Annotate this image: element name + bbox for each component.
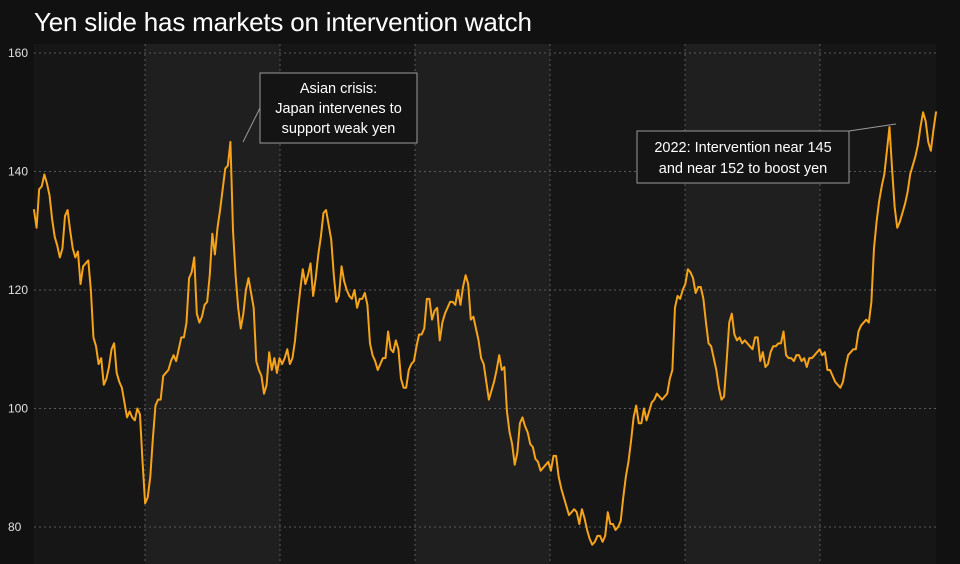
annotations: Asian crisis: Japan intervenes to support … (242, 72, 897, 184)
y-tick-label: 100 (8, 402, 28, 416)
annotation-box (259, 72, 418, 144)
annotation-text-line: support weak yen (282, 121, 396, 137)
annotation-leader-line (242, 107, 261, 143)
series-line-usdjpy (33, 111, 937, 546)
y-tick-label: 80 (8, 520, 22, 534)
annotation-text-line: 2022: Intervention near 145 (654, 140, 831, 156)
chart-title: Yen slide has markets on intervention wa… (34, 7, 532, 37)
plot-band (145, 44, 280, 564)
plot-band (34, 44, 145, 564)
plot-bands (34, 44, 936, 564)
plot-band (415, 44, 550, 564)
annotation-leader-line (848, 123, 897, 132)
plot-band (685, 44, 820, 564)
y-tick-label: 140 (8, 165, 28, 179)
series-layer (33, 111, 937, 546)
plot-band (550, 44, 685, 564)
annotation-text-line: Asian crisis: (300, 81, 377, 97)
y-axis: 80 100 120 140 160 (8, 46, 28, 534)
annotation-text-line: and near 152 to boost yen (659, 161, 828, 177)
y-tick-label: 160 (8, 46, 28, 60)
annotation-box (636, 130, 850, 184)
annotation-callout: 2022: Intervention near 145 and near 152 … (636, 123, 897, 184)
plot-band (820, 44, 936, 564)
annotation-callout: Asian crisis: Japan intervenes to support … (242, 72, 418, 144)
annotation-text-line: Japan intervenes to (275, 101, 402, 117)
y-tick-label: 120 (8, 283, 28, 297)
